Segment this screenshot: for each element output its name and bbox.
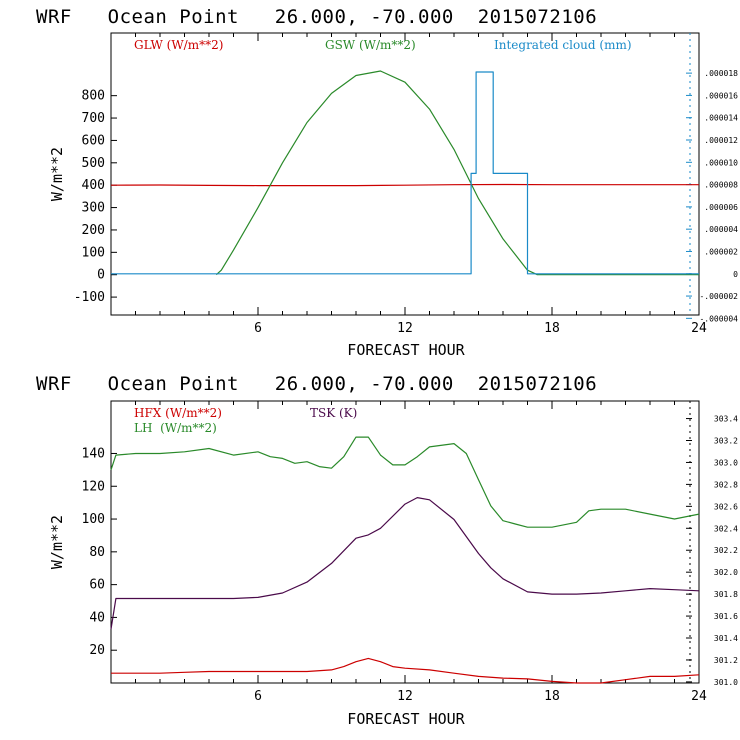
right-tick-label: .000016: [704, 91, 738, 100]
y-tick-label: 500: [82, 156, 105, 171]
top-y-ticks: 800 700 600 500 400 300 200 100 0 -100: [74, 89, 117, 305]
x-tick-label: 24: [691, 321, 707, 336]
y-tick-label: 40: [89, 610, 105, 625]
bottom-chart-title: WRF Ocean Point 26.000, -70.000 20150721…: [36, 373, 597, 395]
right-tick-label: .000010: [704, 158, 738, 167]
y-tick-label: 600: [82, 133, 105, 148]
right-tick-label: .000012: [704, 136, 738, 145]
legend-gsw: GSW (W/m**2): [325, 38, 416, 52]
bottom-x-axis-label: FORECAST HOUR: [347, 710, 465, 728]
right-tick-label: .000014: [704, 114, 738, 123]
right-tick-label: 302.4: [714, 524, 738, 533]
y-tick-label: -100: [74, 290, 105, 305]
top-right-ticks: .000018 .000016 .000014 .000012 .000010 .0000…: [686, 69, 738, 323]
right-tick-label: 302.8: [714, 480, 738, 489]
x-tick-label: 12: [397, 689, 413, 704]
bottom-x-ticks: 6 12 18 24: [135, 401, 707, 704]
top-y-axis-label: W/m**2: [48, 147, 66, 201]
top-chart: WRF Ocean Point 26.000, -70.000 20150721…: [36, 6, 738, 359]
legend-hfx: HFX (W/m**2): [134, 406, 222, 420]
bottom-y-axis-label: W/m**2: [48, 515, 66, 569]
bottom-chart: WRF Ocean Point 26.000, -70.000 20150721…: [36, 373, 738, 728]
right-tick-label: 0: [733, 270, 738, 279]
right-tick-label: 301.0: [714, 678, 738, 687]
legend-integrated-cloud: Integrated cloud (mm): [494, 38, 632, 52]
right-tick-label: 303.2: [714, 437, 738, 446]
top-x-ticks: 6 12 18 24: [135, 33, 707, 336]
right-tick-label: -.000004: [699, 314, 738, 323]
right-tick-label: .000002: [704, 247, 738, 256]
top-chart-title: WRF Ocean Point 26.000, -70.000 20150721…: [36, 6, 597, 28]
bottom-series: [110, 436, 700, 684]
y-tick-label: 200: [82, 223, 105, 238]
right-tick-label: .000004: [704, 225, 738, 234]
y-tick-label: 0: [97, 268, 105, 283]
series-lh-line: [110, 436, 700, 528]
right-tick-label: 302.2: [714, 546, 738, 555]
x-tick-label: 6: [254, 689, 262, 704]
top-x-axis-label: FORECAST HOUR: [347, 341, 465, 359]
legend-lh: LH (W/m**2): [134, 421, 217, 435]
bottom-plot-frame: [110, 400, 700, 684]
y-tick-label: 80: [89, 545, 105, 560]
y-tick-label: 700: [82, 111, 105, 126]
x-tick-label: 6: [254, 321, 262, 336]
y-tick-label: 140: [82, 446, 105, 461]
series-gsw-line: [215, 70, 699, 276]
x-tick-label: 12: [397, 321, 413, 336]
x-tick-label: 18: [544, 689, 560, 704]
right-tick-label: 303.0: [714, 458, 738, 467]
bottom-y-ticks: 140 120 100 80 60 40 20: [82, 446, 117, 658]
top-series: [110, 70, 699, 276]
y-tick-label: 20: [89, 643, 105, 658]
right-tick-label: 303.4: [714, 415, 738, 424]
right-tick-label: 302.6: [714, 502, 738, 511]
right-tick-label: 301.4: [714, 634, 738, 643]
y-tick-label: 120: [82, 479, 105, 494]
y-tick-label: 300: [82, 201, 105, 216]
series-hfx-line: [111, 657, 700, 684]
series-glw-line: [110, 183, 699, 187]
legend-glw: GLW (W/m**2): [134, 38, 223, 52]
y-tick-label: 60: [89, 578, 105, 593]
bottom-right-ticks: 303.4 303.2 303.0 302.8 302.6 302.4 302.2 302.0…: [686, 415, 738, 687]
right-tick-label: 302.0: [714, 568, 738, 577]
y-tick-label: 100: [82, 245, 105, 260]
right-tick-label: 301.8: [714, 590, 738, 599]
legend-tsk: TSK (K): [310, 406, 357, 420]
right-tick-label: 301.6: [714, 612, 738, 621]
x-tick-label: 24: [691, 689, 707, 704]
top-plot-frame: [110, 32, 700, 316]
y-tick-label: 100: [82, 512, 105, 527]
right-tick-label: 301.2: [714, 656, 738, 665]
series-tsk-line: [110, 497, 700, 630]
y-tick-label: 400: [82, 178, 105, 193]
right-tick-label: .000018: [704, 69, 738, 78]
right-tick-label: .000008: [704, 181, 738, 190]
y-tick-label: 800: [82, 89, 105, 104]
series-integrated-cloud-line: [111, 71, 699, 275]
x-tick-label: 18: [544, 321, 560, 336]
right-tick-label: .000006: [704, 203, 738, 212]
right-tick-label: -.000002: [699, 292, 738, 301]
